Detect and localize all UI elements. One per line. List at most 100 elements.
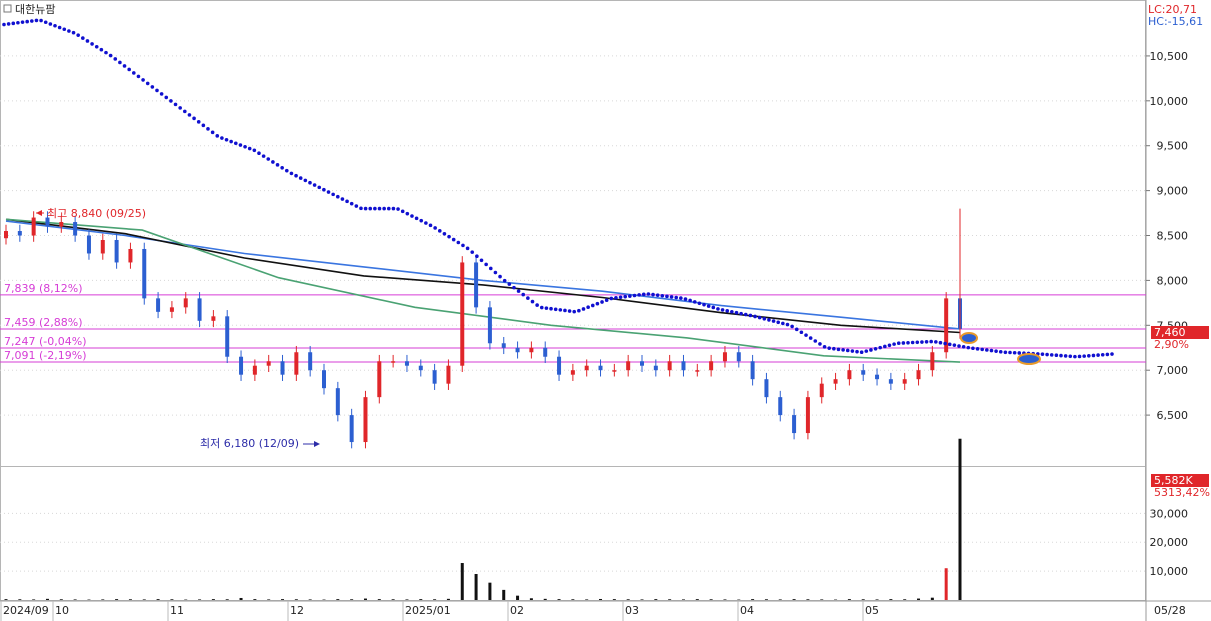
ichimoku-dot <box>1105 352 1110 357</box>
x-axis-labels: 2024/09 10 11 12 2025/01 02 03 04 05 <box>0 601 879 621</box>
volume-bar <box>709 599 713 600</box>
ichimoku-dot <box>493 270 498 275</box>
volume-bar <box>32 599 36 600</box>
ichimoku-dot <box>201 123 206 128</box>
ichimoku-dot <box>1096 353 1100 357</box>
ichimoku-dot <box>623 294 628 299</box>
ichimoku-dot <box>424 221 428 225</box>
ma-short-line <box>5 218 961 363</box>
candle-body <box>294 352 299 375</box>
volume-bar <box>640 599 644 600</box>
ichimoku-dot <box>331 192 335 197</box>
candle-body <box>308 352 313 371</box>
ichimoku-dot <box>294 173 298 178</box>
candle-body <box>833 379 838 384</box>
x-axis-label: 2024/09 <box>3 604 49 617</box>
ichimoku-dot <box>238 143 243 147</box>
ichimoku-dot <box>2 22 6 27</box>
ichimoku-dots <box>2 18 1114 359</box>
ichimoku-dot <box>512 285 516 290</box>
volume-bar <box>516 595 520 600</box>
ichimoku-dot <box>308 180 312 185</box>
ichimoku-dot <box>794 327 799 332</box>
current-change: 2,90% <box>1154 338 1189 351</box>
x-axis-label: 02 <box>510 604 524 617</box>
volume-bar <box>474 574 478 600</box>
ichimoku-dot <box>590 303 595 308</box>
high-arrowhead-icon <box>36 210 42 216</box>
volume-bar <box>668 599 672 600</box>
collapse-box-icon[interactable] <box>3 4 12 13</box>
ichimoku-dot <box>1059 353 1063 358</box>
ichimoku-dot <box>428 223 433 228</box>
candle-body <box>515 347 520 353</box>
ichimoku-dot <box>859 350 864 355</box>
volume-change: 5313,42% <box>1154 486 1210 499</box>
ichimoku-dot <box>516 289 521 293</box>
ichimoku-dot <box>243 144 247 149</box>
ichimoku-dot <box>62 27 67 32</box>
volume-bar <box>267 599 271 600</box>
x-axis-label: 05 <box>865 604 879 617</box>
ichimoku-dot <box>934 340 938 344</box>
x-axis-label: 03 <box>625 604 639 617</box>
ichimoku-dot <box>145 81 150 86</box>
candle-body <box>667 361 672 371</box>
volume-bar <box>751 599 755 600</box>
level-label: 7,247 (-0,04%) <box>4 335 86 348</box>
ichimoku-dot <box>980 347 984 352</box>
volume-badge: 5,582K <box>1154 474 1193 487</box>
ichimoku-dot <box>187 113 192 117</box>
volume-bar <box>128 599 132 600</box>
ichimoku-dot <box>252 148 257 153</box>
ichimoku-dot <box>192 116 196 121</box>
candle-body <box>404 361 409 366</box>
level-label: 7,091 (-2,19%) <box>4 349 86 362</box>
volume-bar <box>654 599 658 600</box>
ichimoku-dot <box>957 344 961 348</box>
ichimoku-dot <box>470 250 475 254</box>
candle-body <box>211 316 216 321</box>
ichimoku-dot <box>25 19 29 24</box>
volume-bars <box>4 438 962 600</box>
candle-body <box>792 415 797 434</box>
ichimoku-dot <box>16 20 20 25</box>
candle-body <box>681 361 686 371</box>
ichimoku-dot <box>400 209 405 214</box>
lc-info: LC:20,71 <box>1148 3 1197 16</box>
candle-body <box>612 370 617 372</box>
volume-bar <box>377 599 381 600</box>
candle-body <box>335 388 340 416</box>
ichimoku-dot <box>206 127 210 131</box>
ichimoku-dot <box>1087 353 1091 358</box>
candle-body <box>418 365 423 371</box>
ichimoku-dot <box>377 206 382 211</box>
ichimoku-dot <box>530 299 535 304</box>
ichimoku-dot <box>451 237 456 242</box>
ichimoku-dot <box>938 340 943 345</box>
volume-bar <box>308 599 312 600</box>
ichimoku-dot <box>739 311 743 316</box>
ichimoku-dot <box>266 157 271 161</box>
ichimoku-dot <box>832 346 836 351</box>
volume-bar <box>612 599 616 600</box>
ichimoku-dot <box>1091 353 1096 358</box>
volume-bar <box>391 599 395 600</box>
ichimoku-dot <box>247 146 252 151</box>
ichimoku-dot <box>614 296 618 300</box>
candle-body <box>584 365 589 371</box>
volume-bar <box>115 599 119 600</box>
candle-body <box>225 316 230 357</box>
candle-body <box>86 235 91 254</box>
candle-body <box>252 365 257 375</box>
ichimoku-dot <box>790 324 794 329</box>
candle-body <box>100 240 105 254</box>
ichimoku-dot <box>781 321 785 326</box>
ichimoku-dot <box>924 340 929 344</box>
ichimoku-dot <box>669 295 674 299</box>
candle-body <box>73 222 78 236</box>
ichimoku-dot <box>563 308 567 313</box>
current-price-badge-bg <box>1151 326 1209 339</box>
ichimoku-dot <box>896 341 901 346</box>
ichimoku-dot <box>641 292 646 297</box>
